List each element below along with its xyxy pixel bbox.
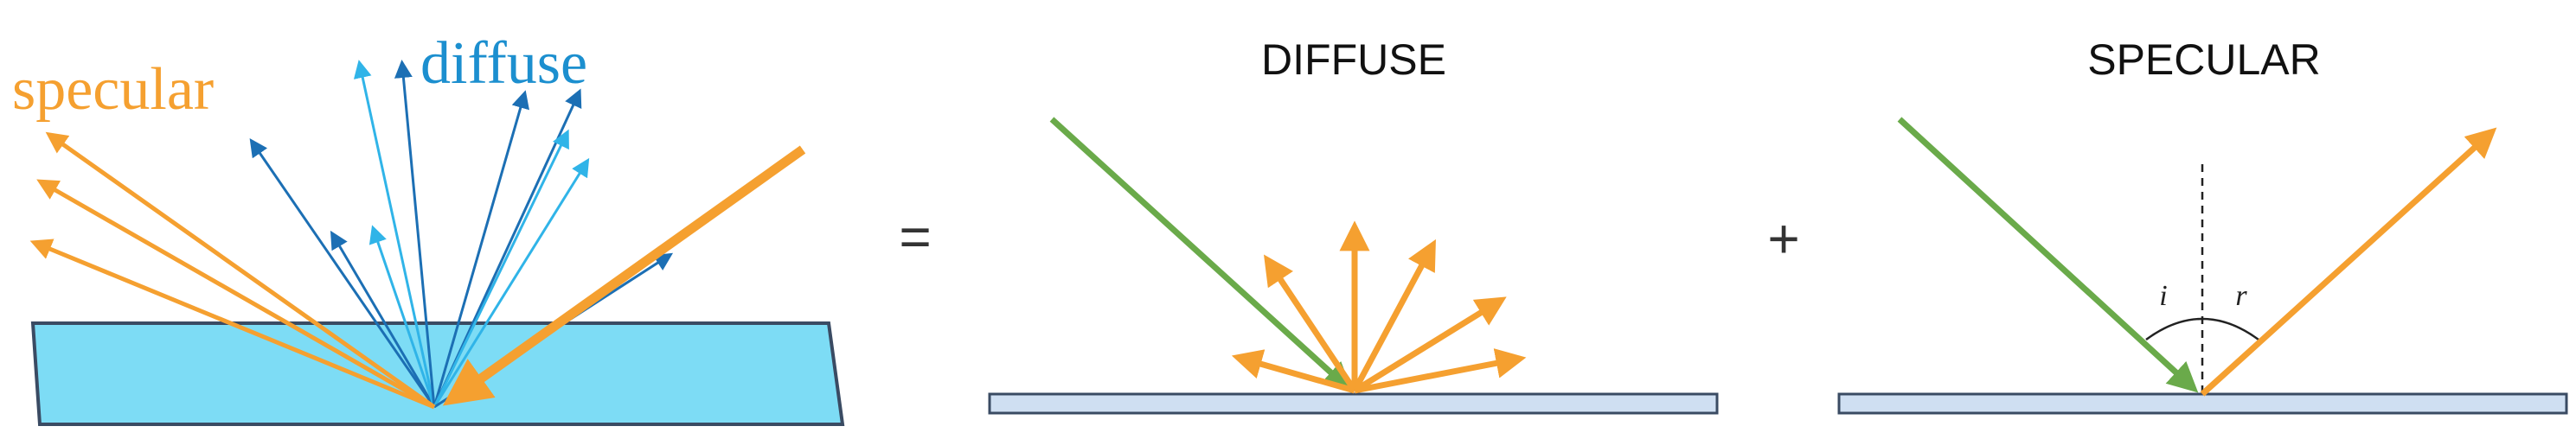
diffuse-rays	[249, 60, 674, 409]
specular-title: SPECULAR	[2087, 35, 2321, 84]
diffuse-label: diffuse	[420, 30, 587, 97]
angle-incidence-label: i	[2159, 280, 2167, 312]
incident-ray	[1049, 117, 1354, 393]
incident-ray	[442, 145, 806, 406]
surface-slab	[30, 321, 845, 426]
diffuse-panel: DIFFUSE	[988, 35, 1719, 415]
specular-surface	[1837, 392, 2568, 415]
diffuse-title: DIFFUSE	[1261, 35, 1446, 84]
diffuse-surface	[988, 392, 1719, 415]
specular-label: specular	[12, 56, 214, 123]
incident-ray	[1897, 117, 2199, 393]
diffuse-ray	[368, 225, 436, 408]
diffuse-ray	[1353, 296, 1507, 393]
diffuse-ray	[1351, 239, 1436, 392]
diffuse-ray	[1231, 349, 1355, 394]
plus-operator: +	[1767, 207, 1799, 270]
diffuse-ray	[433, 90, 529, 408]
diffuse-ray	[394, 60, 436, 408]
diffuse-ray	[249, 138, 436, 408]
diffuse-ray	[1354, 348, 1527, 394]
specular-ray	[29, 239, 435, 410]
diffuse-ray	[353, 60, 436, 408]
equals-operator: =	[899, 206, 931, 268]
specular-ray	[36, 179, 436, 410]
specular-rays	[29, 131, 436, 410]
diffuse-ray	[330, 230, 436, 408]
diffuse-ray	[1264, 254, 1357, 392]
specular-panel: SPECULAR i r	[1837, 35, 2568, 415]
angle-arc	[2145, 317, 2259, 341]
specular-ray	[45, 131, 436, 410]
diffuse-scatter-rays	[1231, 220, 1527, 394]
angle-reflection-label: r	[2235, 280, 2247, 312]
reflected-ray	[2200, 127, 2497, 397]
combined-panel: specular diffuse	[12, 30, 845, 426]
